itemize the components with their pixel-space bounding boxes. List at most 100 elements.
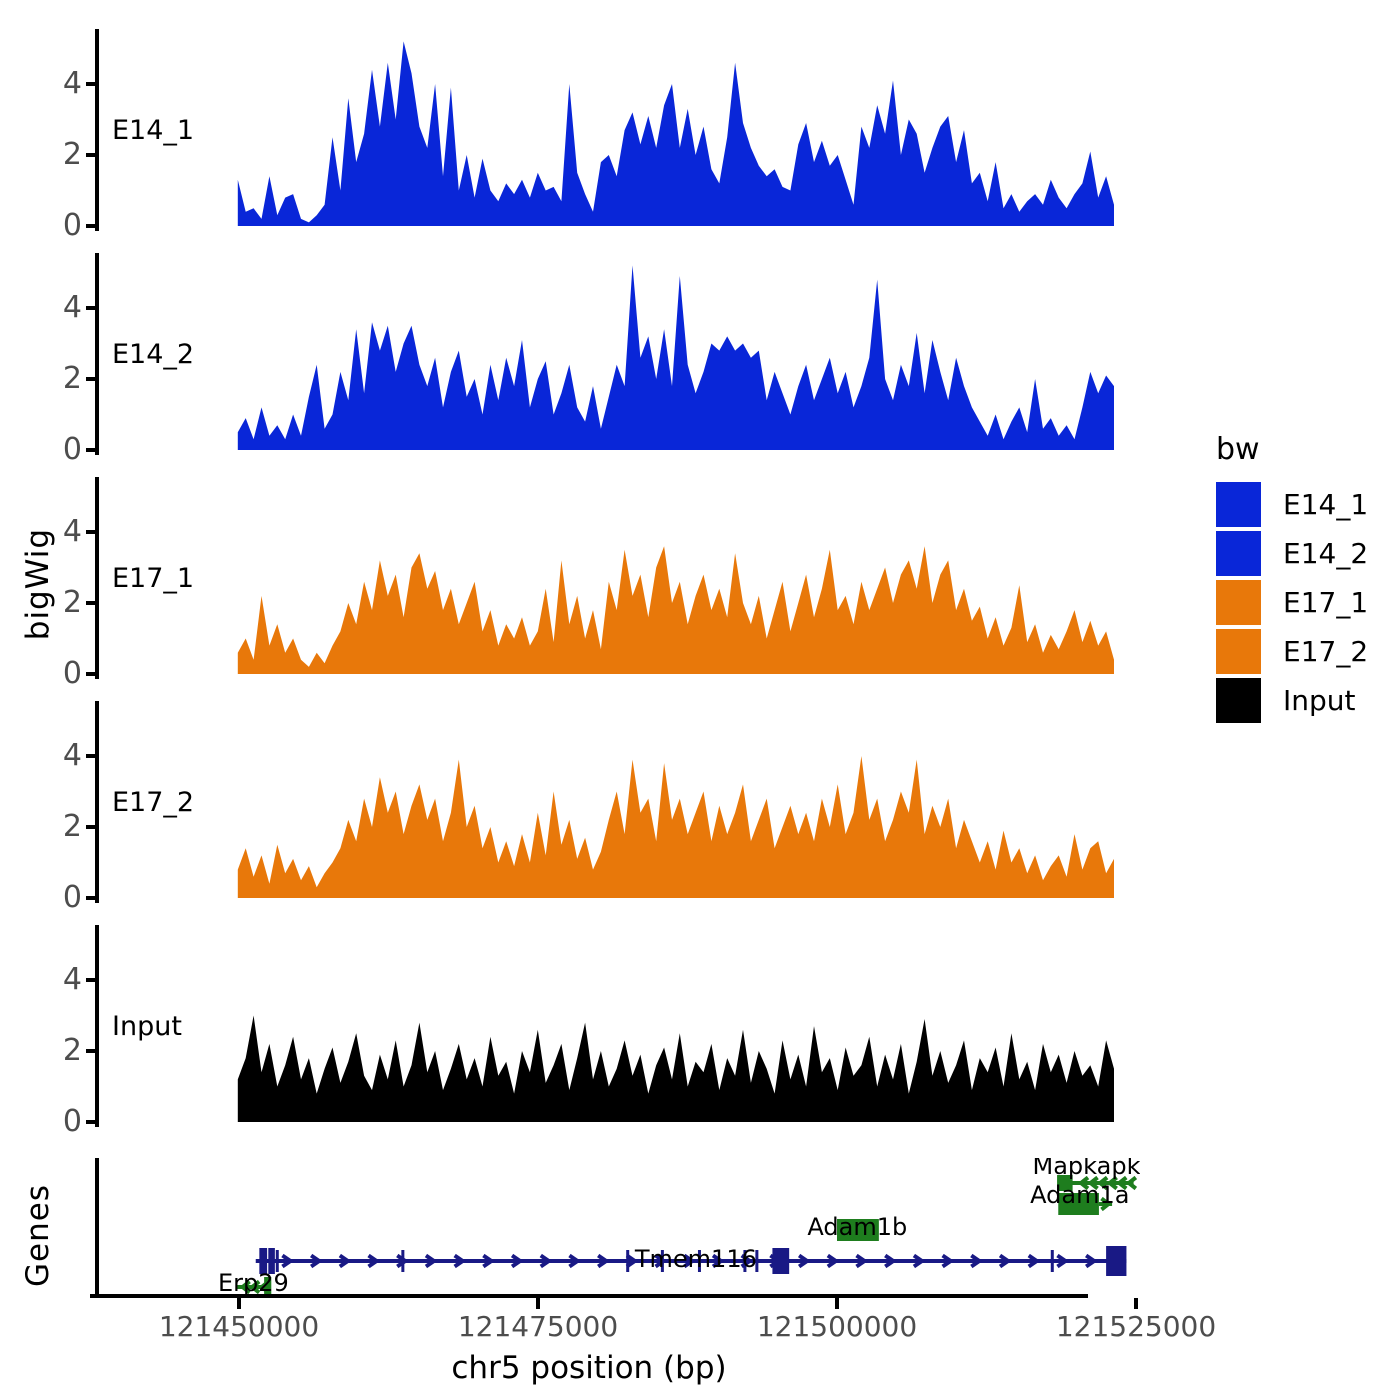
y-tick-label: 2 xyxy=(62,137,82,172)
gene-strand-arrow xyxy=(654,1253,668,1269)
legend-entry: E14_2 xyxy=(1216,530,1400,576)
gene-shape xyxy=(275,1250,279,1272)
coverage-area-e17-1 xyxy=(237,546,1115,674)
legend-swatch-e14-1 xyxy=(1216,481,1261,527)
gene-strand-arrow xyxy=(740,1253,754,1269)
gene-strand-arrow xyxy=(597,1253,610,1269)
legend-label: E14_2 xyxy=(1283,536,1369,570)
y-tick-mark xyxy=(86,672,95,676)
gene-strand-arrow xyxy=(1116,1175,1128,1191)
gene-strand-arrow xyxy=(1077,1175,1090,1191)
y-axis-ticks: 0 2 4 xyxy=(50,477,95,691)
y-tick-label: 4 xyxy=(62,66,82,101)
gene-strand-arrow xyxy=(826,1253,840,1269)
coverage-polygon xyxy=(237,1015,1115,1122)
legend-title: bw xyxy=(1216,432,1260,467)
legend-label: E14_1 xyxy=(1283,487,1369,521)
y-tick-mark xyxy=(86,1120,95,1124)
gene-strand-arrow xyxy=(970,1253,983,1269)
y-tick-label: 0 xyxy=(62,656,82,691)
y-axis-ticks: 0 2 4 xyxy=(50,253,95,467)
y-axis-ticks: 0 2 4 xyxy=(50,701,95,915)
y-tick-label: 4 xyxy=(62,738,82,773)
x-tick-label: 121500000 xyxy=(756,1310,918,1343)
legend-swatch-input xyxy=(1216,677,1261,723)
coverage-area-e14-2 xyxy=(237,265,1115,450)
y-tick-label: 0 xyxy=(62,208,82,243)
gene-shape xyxy=(772,1248,790,1274)
gene-shape xyxy=(264,1277,272,1297)
gene-shape xyxy=(743,1250,747,1272)
y-axis-line xyxy=(95,29,99,231)
gene-strand-arrow xyxy=(797,1253,811,1269)
gene-strand-arrow xyxy=(510,1253,524,1269)
track-panel: E14_2 xyxy=(99,253,1140,455)
gene-strand-arrow xyxy=(1056,1253,1069,1269)
x-tick-label: 121475000 xyxy=(457,1310,619,1343)
gene-strand-arrow xyxy=(248,1279,261,1295)
gene-shape xyxy=(1057,1175,1073,1191)
gene-strand-arrow xyxy=(539,1253,553,1269)
gene-label: Adam1b xyxy=(807,1213,907,1241)
y-tick-mark xyxy=(86,377,95,381)
y-axis-ticks: 0 2 4 xyxy=(50,925,95,1139)
gene-models: Mapkapk5Adam1a Adam1b Tmem116 Erp29 xyxy=(218,1158,1140,1297)
track-facet-input: 0 2 4 Input xyxy=(50,925,1140,1139)
gene-strand-arrow xyxy=(1085,1253,1098,1269)
gene-strand-arrow xyxy=(1096,1175,1109,1191)
gene-strand-arrow xyxy=(396,1253,409,1269)
x-axis-line xyxy=(90,1294,1088,1298)
y-tick-label: 0 xyxy=(62,1104,82,1139)
coverage-polygon xyxy=(237,756,1115,898)
coverage-area-e17-2 xyxy=(237,756,1115,898)
y-tick-mark xyxy=(86,448,95,452)
y-tick-mark xyxy=(86,978,95,982)
gene-strand-arrow xyxy=(941,1253,955,1269)
gene-label: Adam1a xyxy=(1030,1181,1129,1209)
gene-strand-arrow xyxy=(367,1253,381,1269)
gene-strand-arrow xyxy=(310,1253,323,1269)
y-tick-mark xyxy=(86,530,95,534)
track-panel: E17_2 xyxy=(99,701,1140,903)
gene-strand-arrow xyxy=(1100,1196,1112,1212)
gene-strand-arrow xyxy=(683,1253,696,1269)
gene-strand-arrow xyxy=(1106,1175,1118,1191)
facet-label: E14_2 xyxy=(112,339,195,370)
facet-label: E14_1 xyxy=(112,115,195,146)
coverage-polygon xyxy=(237,41,1115,227)
gene-strand-arrow xyxy=(239,1279,251,1295)
x-tick-mark xyxy=(1134,1298,1138,1309)
track-panel: Input xyxy=(99,925,1140,1127)
gene-strand-arrow xyxy=(568,1253,582,1269)
gene-strand-arrow xyxy=(1125,1175,1138,1191)
coverage-area-input xyxy=(237,1015,1115,1122)
gene-shape xyxy=(1058,1193,1099,1215)
legend-label: E17_2 xyxy=(1283,634,1369,668)
coverage-polygon xyxy=(237,265,1115,450)
genes-facet: Mapkapk5Adam1a Adam1b Tmem116 Erp29 xyxy=(50,1158,1140,1298)
coverage-polygon xyxy=(237,546,1115,674)
y-tick-mark xyxy=(86,754,95,758)
legend-entry: E17_1 xyxy=(1216,579,1400,625)
legend-label: Input xyxy=(1283,683,1356,717)
y-tick-label: 0 xyxy=(62,880,82,915)
y-axis-ticks: 0 2 4 xyxy=(50,29,95,243)
y-tick-mark xyxy=(86,153,95,157)
gene-shape xyxy=(755,1250,759,1272)
gene-shape xyxy=(268,1248,275,1274)
gene-strand-arrow xyxy=(453,1253,467,1269)
gene-strand-arrow xyxy=(1087,1175,1099,1191)
gene-strand-arrow xyxy=(338,1253,352,1269)
y-tick-mark xyxy=(86,224,95,228)
gene-strand-arrow xyxy=(855,1253,869,1269)
x-axis-title: chr5 position (bp) xyxy=(451,1350,727,1386)
track-facet-e14-2: 0 2 4 E14_2 xyxy=(50,253,1140,467)
gene-strand-arrow xyxy=(711,1253,725,1269)
track-facet-e17-1: 0 2 4 E17_1 xyxy=(50,477,1140,691)
y-tick-label: 2 xyxy=(62,1033,82,1068)
gene-strand-arrow xyxy=(482,1253,495,1269)
legend-entry: Input xyxy=(1216,677,1400,723)
gene-strand-arrow xyxy=(912,1253,926,1269)
coverage-area-e14-1 xyxy=(237,41,1115,227)
